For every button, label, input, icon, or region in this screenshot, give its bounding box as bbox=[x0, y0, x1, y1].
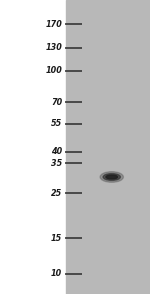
Text: 130: 130 bbox=[45, 43, 62, 52]
Text: 170: 170 bbox=[45, 20, 62, 29]
Text: 40: 40 bbox=[51, 147, 62, 156]
Text: 55: 55 bbox=[51, 119, 62, 128]
Text: 100: 100 bbox=[45, 66, 62, 76]
Text: 35: 35 bbox=[51, 159, 62, 168]
Text: 10: 10 bbox=[51, 269, 62, 278]
Text: 25: 25 bbox=[51, 188, 62, 198]
Bar bbox=[66, 0, 150, 294]
Ellipse shape bbox=[106, 175, 118, 179]
Ellipse shape bbox=[103, 173, 120, 181]
Text: 70: 70 bbox=[51, 98, 62, 107]
Text: 15: 15 bbox=[51, 233, 62, 243]
Ellipse shape bbox=[100, 172, 123, 182]
